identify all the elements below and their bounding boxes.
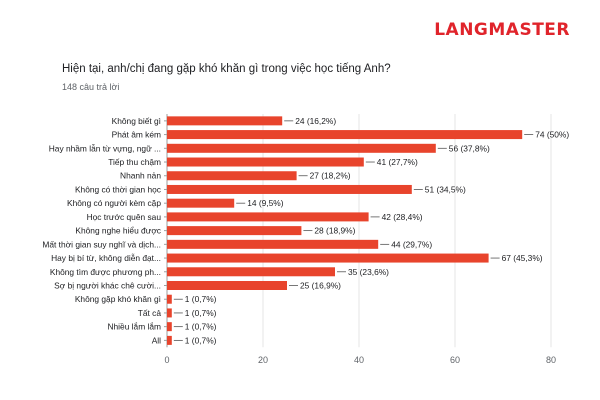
category-label: Tiếp thu chậm	[108, 157, 161, 167]
bar	[167, 212, 369, 222]
brand-logo: LANGMASTER	[434, 20, 570, 40]
bar	[167, 239, 379, 249]
data-label: 28 (18,9%)	[314, 226, 355, 236]
category-label: Tất cả	[138, 308, 162, 318]
category-label: Không có thời gian học	[75, 184, 161, 194]
data-label: 67 (45,3%)	[502, 253, 543, 263]
category-label: Không tìm được phương ph...	[50, 267, 161, 277]
data-label: 35 (23,6%)	[348, 267, 389, 277]
bar	[167, 294, 172, 304]
data-label: 42 (28,4%)	[382, 212, 423, 222]
bar	[167, 308, 172, 318]
category-label: Mất thời gian suy nghĩ và dịch...	[42, 239, 161, 249]
question-title: Hiện tại, anh/chị đang gặp khó khăn gì t…	[62, 63, 391, 75]
bar	[167, 322, 172, 332]
bar	[167, 335, 172, 345]
data-label: 1 (0,7%)	[185, 322, 217, 332]
category-label: Không biết gì	[112, 116, 161, 126]
x-tick-label: 40	[354, 355, 364, 365]
bar	[167, 116, 283, 126]
bar	[167, 130, 523, 140]
category-label: Phát âm kém	[112, 130, 161, 140]
x-tick-label: 60	[450, 355, 460, 365]
bar	[167, 198, 235, 208]
category-label: Không gặp khó khăn gì	[75, 294, 161, 304]
bar	[167, 171, 297, 181]
data-label: 1 (0,7%)	[185, 294, 217, 304]
response-count: 148 câu trả lời	[62, 82, 120, 92]
bar	[167, 143, 436, 153]
category-label: Hay bị bí từ, không diễn đạt...	[51, 253, 161, 263]
data-label: 74 (50%)	[535, 130, 569, 140]
category-label: Không có người kèm cặp	[67, 198, 161, 208]
category-label: Sợ bị người khác chê cười...	[54, 281, 161, 291]
x-tick-label: 20	[258, 355, 268, 365]
x-tick-label: 0	[164, 355, 169, 365]
category-label: Học trước quên sau	[87, 212, 162, 222]
data-label: 1 (0,7%)	[185, 308, 217, 318]
category-label: Nhanh nản	[120, 171, 161, 181]
data-label: 41 (27,7%)	[377, 157, 418, 167]
category-label: Nhiều lắm lắm	[107, 322, 161, 332]
data-label: 14 (9,5%)	[247, 198, 284, 208]
data-label: 24 (16,2%)	[295, 116, 336, 126]
bar	[167, 184, 412, 194]
bar	[167, 226, 302, 236]
category-label: Hay nhầm lẫn từ vựng, ngữ ...	[49, 143, 161, 153]
data-label: 51 (34,5%)	[425, 184, 466, 194]
data-label: 25 (16,9%)	[300, 281, 341, 291]
data-label: 56 (37,8%)	[449, 143, 490, 153]
data-label: 44 (29,7%)	[391, 239, 432, 249]
data-label: 27 (18,2%)	[310, 171, 351, 181]
bar	[167, 281, 287, 290]
x-tick-label: 80	[546, 355, 556, 365]
category-label: All	[152, 335, 161, 345]
bar	[167, 253, 489, 263]
bar	[167, 157, 364, 167]
data-label: 1 (0,7%)	[185, 335, 217, 345]
bar	[167, 267, 335, 277]
category-label: Không nghe hiểu được	[75, 226, 161, 236]
